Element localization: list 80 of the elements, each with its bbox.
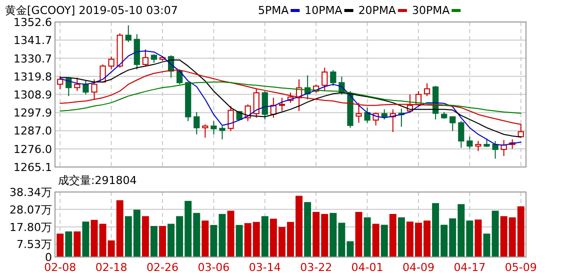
y-tick-label: 0 [45,251,52,264]
candlestick [492,140,498,160]
bar [202,220,209,258]
y-tick-label: 1330.7 [14,52,52,66]
bar [227,210,234,258]
bar [380,224,388,258]
bar [398,217,405,258]
y-tick-label: 1287.0 [14,124,52,138]
candlestick [381,108,388,120]
y-tick-label: 28.07万 [10,203,52,216]
bar [56,234,64,258]
legend-label: 10PMA [304,4,343,17]
candlestick [475,140,482,152]
bar [483,234,490,258]
candlestick [278,97,286,112]
bar [355,212,362,258]
chart-title: 成交量:291804 [58,174,137,187]
y-tick-label: 1265.1 [14,161,52,174]
candlestick [91,78,98,100]
bar [389,214,396,258]
candlestick [322,67,328,92]
bar [210,224,218,258]
x-tick-label: 03-14 [248,261,281,274]
bar [261,216,268,258]
y-tick-label: 38.34万 [10,186,52,199]
y-tick-label: 1276.0 [14,142,52,156]
y-tick-label: 1308.9 [14,88,52,102]
bar [74,231,81,258]
candlestick [466,136,473,150]
bar [474,220,482,258]
candlestick [74,77,80,92]
bar [65,231,72,258]
candlestick [262,90,268,120]
x-tick-label: 04-17 [454,261,486,274]
y-tick-label: 1319.8 [14,70,52,84]
candlestick [108,56,114,70]
y-tick-label: 1341.7 [14,34,52,48]
bar [364,217,371,258]
bar [142,216,149,258]
candlestick [450,116,456,132]
legend-label: 5PMA [258,4,290,17]
bar [236,224,243,258]
x-tick-label: 05-09 [504,261,537,274]
line-series [60,81,522,114]
candlestick [142,48,149,67]
candlestick [219,126,226,140]
candlestick [57,76,64,90]
x-tick-label: 02-26 [146,261,178,274]
bar [150,226,158,258]
bar [90,220,98,258]
bar [492,210,499,258]
candlestick [202,124,208,138]
bar [218,214,226,258]
bar [159,226,166,258]
y-tick-label: 1297.9 [14,106,52,120]
candlestick [364,107,370,124]
candlestick [82,80,89,95]
candlestick [330,70,336,86]
legend-label: 20PMA [358,4,396,17]
candlestick [458,120,464,148]
candlestick [228,106,234,132]
chart-title: 黄金[GCOOY] 2019-05-10 03:07 [5,4,178,17]
bar [304,202,312,258]
y-tick-label: 17.80万 [10,220,52,234]
x-tick-label: 04-09 [402,261,434,274]
candlestick [210,120,217,135]
bar [372,224,380,258]
y-tick-label: 1352.6 [14,16,52,29]
x-tick-label: 02-18 [95,261,128,274]
y-tick-label: 7.53万 [16,238,52,252]
x-tick-label: 03-22 [300,261,332,274]
candlestick [424,82,430,97]
bar [82,222,90,258]
legend-label: 30PMA [412,4,450,17]
candlestick [253,88,260,118]
x-tick-label: 02-08 [44,261,76,274]
candlestick [125,24,132,43]
x-tick-label: 03-06 [198,261,230,274]
candlestick [194,111,200,135]
x-tick-label: 04-01 [351,261,384,274]
